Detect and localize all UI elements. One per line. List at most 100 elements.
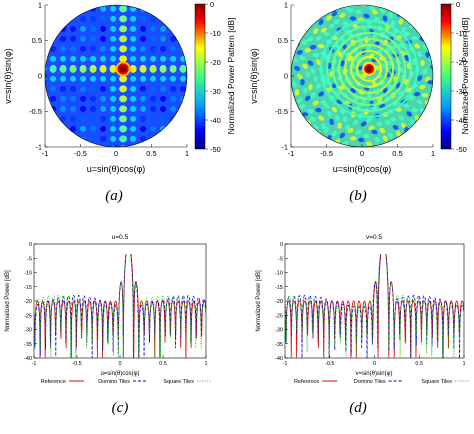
- panel-c-x-tick-label: 1: [204, 361, 207, 367]
- heatmap-a-lobe: [130, 85, 137, 92]
- heatmap-a-lobe: [80, 85, 87, 92]
- heatmap-a-lobe: [70, 125, 77, 132]
- panel-c-y-tick-label: -15: [24, 285, 32, 291]
- panel-b-y-tick-label: -1: [281, 143, 288, 152]
- panel-d-x-tick-label: -1: [283, 361, 288, 367]
- heatmap-a-lobe: [80, 115, 87, 122]
- panel-d-y-tick-label: -40: [275, 356, 283, 362]
- panel-c-x-tick-label: 0: [118, 361, 121, 367]
- heatmap-b-speckle: [358, 137, 365, 143]
- heatmap-a-lobe: [59, 64, 67, 73]
- heatmap-a-lobe: [90, 95, 97, 102]
- panel-d-y-tick-label: 0: [280, 242, 283, 248]
- heatmap-b-speckle: [388, 12, 393, 19]
- colorbar-label-a: Normalized Power Pattern [dB]: [226, 18, 236, 135]
- heatmap-b-speckle: [404, 54, 409, 61]
- heatmap-a-lobe: [60, 75, 67, 82]
- heatmap-a-lobe: [130, 45, 137, 52]
- panel-b-x-tick-label: 1: [431, 149, 435, 158]
- heatmap-b-speckle: [310, 116, 317, 122]
- panel-c-y-tick-label: -35: [24, 342, 32, 348]
- heatmap-b-speckle: [305, 71, 311, 78]
- heatmap-a-lobe: [130, 75, 137, 82]
- panel-d-y-tick-label: -30: [275, 328, 283, 334]
- heatmap-a-lobe: [119, 125, 128, 133]
- heatmap-b-speckle: [416, 99, 423, 105]
- heatmap-b-speckle: [398, 18, 404, 25]
- heatmap-b-speckle: [300, 79, 305, 86]
- heatmap-a-lobe: [90, 85, 97, 92]
- heatmap-b-speckle: [353, 119, 359, 126]
- heatmap-b-speckle: [294, 65, 301, 71]
- heatmap-b-speckle: [331, 10, 338, 17]
- heatmap-a-lobe: [170, 35, 177, 42]
- heatmap-b-speckle: [331, 106, 338, 113]
- panel-b-y-tick-label: 0: [284, 72, 288, 81]
- heatmap-b-speckle: [315, 107, 322, 113]
- heatmap-b-speckle: [401, 26, 407, 33]
- heatmap-b-ring: [320, 19, 419, 119]
- heatmap-a-lobe: [90, 25, 97, 32]
- heatmap-a-lobe: [90, 115, 97, 122]
- heatmap-b-speckle: [292, 81, 297, 88]
- heatmap-a-lobe: [110, 125, 117, 132]
- heatmap-b-speckle: [349, 16, 357, 21]
- heatmap-a-lobe: [160, 55, 167, 62]
- heatmap-a-lobe: [110, 25, 117, 32]
- heatmap-a-lobe: [100, 135, 107, 142]
- panel-a: -1 -0.5 0 0.5 1 1 0.5 0 -0.5 -1 v=sin(θ)sin(φ) u=…: [3, 0, 236, 204]
- heatmap-b-speckle: [368, 5, 375, 11]
- heatmap-b-speckle: [403, 103, 410, 109]
- panel-b-colorbar-tick-label: -10: [456, 29, 467, 38]
- heatmap-a-lobe: [140, 45, 147, 52]
- panel-b-y-tick-label: 1: [284, 1, 288, 10]
- heatmap-a-lobe: [129, 64, 137, 73]
- heatmap-a-lobe: [119, 45, 128, 53]
- heatmap-a-lobe: [100, 95, 107, 102]
- heatmap-b-speckle: [363, 133, 370, 139]
- heatmap-b-speckle: [413, 91, 421, 97]
- heatmap-b-speckle: [302, 63, 308, 70]
- heatmap-a-lobe: [140, 105, 147, 112]
- heatmap-a-lobe: [90, 125, 97, 132]
- heatmap-b-speckle: [366, 21, 372, 27]
- panel-d-x-tick-label: 0.5: [415, 361, 423, 367]
- heatmap-a-lobe: [159, 64, 167, 73]
- heatmap-b-speckle: [334, 114, 340, 121]
- heatmap-a-lobe: [80, 15, 87, 22]
- heatmap-b-speckle: [368, 125, 375, 131]
- panel-d-legend-label: Reference: [294, 379, 319, 385]
- heatmap-a-lobe: [119, 85, 128, 93]
- panel-d-legend-label: Domino Tiles: [354, 379, 386, 385]
- heatmap-a-lobe: [60, 35, 67, 42]
- heatmap-a-lobe: [150, 45, 157, 52]
- heatmap-a-lobe: [110, 75, 117, 82]
- heatmap-b-speckle: [355, 129, 362, 135]
- heatmap-a-lobe: [80, 5, 87, 12]
- heatmap-b-speckle: [337, 50, 343, 57]
- heatmap-a-lobe: [140, 15, 147, 22]
- heatmap-b-speckle: [302, 87, 308, 94]
- heatmap-b-speckle: [312, 100, 319, 106]
- panel-d-y-tick-label: -10: [275, 271, 283, 277]
- heatmap-a-lobe: [150, 125, 157, 132]
- panel-a-colorbar-tick-label: -10: [210, 29, 221, 38]
- heatmap-b-speckle: [313, 28, 319, 35]
- panel-d-y-tick-label: -25: [275, 313, 283, 319]
- ylabel-a: v=sin(θ)sin(φ): [3, 48, 13, 104]
- heatmap-a-lobe: [160, 35, 167, 42]
- heatmap-b-ring: [332, 31, 407, 107]
- heatmap-a-lobe: [99, 64, 107, 73]
- heatmap-a-lobe: [110, 15, 117, 22]
- heatmap-a-lobe: [130, 55, 137, 62]
- heatmap-a-lobe: [160, 75, 167, 82]
- heatmap-b-speckle: [333, 19, 341, 25]
- heatmap-a-lobe: [70, 95, 77, 102]
- heatmap-b-speckle: [376, 121, 383, 127]
- heatmap-b-speckle: [323, 31, 330, 37]
- heatmap-b-speckle: [390, 117, 397, 122]
- heatmap-a-lobe: [110, 55, 117, 62]
- panel-d-x-tick-label: -0.5: [325, 361, 334, 367]
- title-c: u=0.5: [112, 234, 129, 241]
- plot-frame-d: [284, 243, 465, 359]
